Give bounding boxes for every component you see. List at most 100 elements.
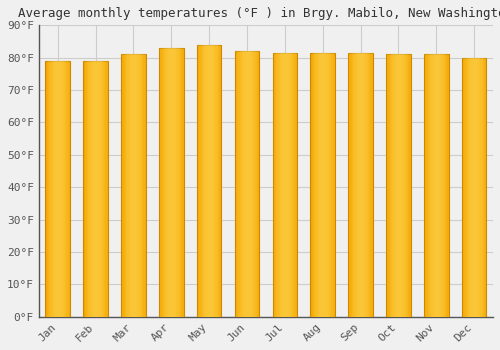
FancyBboxPatch shape: [482, 58, 484, 317]
FancyBboxPatch shape: [474, 58, 476, 317]
FancyBboxPatch shape: [216, 45, 218, 317]
Bar: [462, 58, 486, 317]
FancyBboxPatch shape: [138, 55, 140, 317]
Bar: [84, 61, 108, 317]
FancyBboxPatch shape: [144, 55, 146, 317]
FancyBboxPatch shape: [65, 61, 66, 317]
FancyBboxPatch shape: [236, 51, 237, 317]
FancyBboxPatch shape: [442, 55, 444, 317]
Bar: [159, 48, 184, 317]
FancyBboxPatch shape: [408, 55, 410, 317]
Title: Average monthly temperatures (°F ) in Brgy. Mabilo, New Washington: Average monthly temperatures (°F ) in Br…: [18, 7, 500, 20]
FancyBboxPatch shape: [198, 45, 200, 317]
FancyBboxPatch shape: [137, 55, 138, 317]
FancyBboxPatch shape: [182, 48, 184, 317]
FancyBboxPatch shape: [388, 55, 390, 317]
FancyBboxPatch shape: [86, 61, 87, 317]
FancyBboxPatch shape: [200, 45, 202, 317]
Bar: [348, 53, 373, 317]
FancyBboxPatch shape: [353, 53, 354, 317]
Bar: [46, 61, 70, 317]
FancyBboxPatch shape: [402, 55, 404, 317]
FancyBboxPatch shape: [87, 61, 88, 317]
FancyBboxPatch shape: [318, 53, 319, 317]
FancyBboxPatch shape: [252, 51, 253, 317]
FancyBboxPatch shape: [237, 51, 238, 317]
FancyBboxPatch shape: [104, 61, 106, 317]
Bar: [310, 53, 335, 317]
FancyBboxPatch shape: [142, 55, 144, 317]
Bar: [234, 51, 260, 317]
FancyBboxPatch shape: [425, 55, 426, 317]
FancyBboxPatch shape: [169, 48, 170, 317]
FancyBboxPatch shape: [278, 53, 280, 317]
FancyBboxPatch shape: [476, 58, 478, 317]
Bar: [197, 45, 222, 317]
FancyBboxPatch shape: [352, 53, 353, 317]
FancyBboxPatch shape: [180, 48, 181, 317]
FancyBboxPatch shape: [46, 61, 48, 317]
FancyBboxPatch shape: [204, 45, 206, 317]
FancyBboxPatch shape: [372, 53, 373, 317]
FancyBboxPatch shape: [94, 61, 96, 317]
FancyBboxPatch shape: [363, 53, 364, 317]
FancyBboxPatch shape: [131, 55, 132, 317]
FancyBboxPatch shape: [181, 48, 182, 317]
FancyBboxPatch shape: [100, 61, 102, 317]
FancyBboxPatch shape: [258, 51, 260, 317]
FancyBboxPatch shape: [282, 53, 284, 317]
FancyBboxPatch shape: [219, 45, 220, 317]
FancyBboxPatch shape: [288, 53, 290, 317]
FancyBboxPatch shape: [281, 53, 282, 317]
FancyBboxPatch shape: [354, 53, 356, 317]
FancyBboxPatch shape: [370, 53, 372, 317]
FancyBboxPatch shape: [441, 55, 442, 317]
FancyBboxPatch shape: [160, 48, 162, 317]
FancyBboxPatch shape: [329, 53, 330, 317]
FancyBboxPatch shape: [241, 51, 242, 317]
FancyBboxPatch shape: [128, 55, 130, 317]
FancyBboxPatch shape: [250, 51, 252, 317]
FancyBboxPatch shape: [320, 53, 322, 317]
FancyBboxPatch shape: [438, 55, 440, 317]
FancyBboxPatch shape: [360, 53, 362, 317]
FancyBboxPatch shape: [242, 51, 244, 317]
FancyBboxPatch shape: [358, 53, 360, 317]
FancyBboxPatch shape: [88, 61, 90, 317]
FancyBboxPatch shape: [257, 51, 258, 317]
FancyBboxPatch shape: [165, 48, 166, 317]
FancyBboxPatch shape: [280, 53, 281, 317]
FancyBboxPatch shape: [466, 58, 468, 317]
FancyBboxPatch shape: [69, 61, 70, 317]
FancyBboxPatch shape: [404, 55, 406, 317]
FancyBboxPatch shape: [254, 51, 256, 317]
FancyBboxPatch shape: [469, 58, 470, 317]
FancyBboxPatch shape: [92, 61, 93, 317]
FancyBboxPatch shape: [294, 53, 296, 317]
FancyBboxPatch shape: [432, 55, 434, 317]
FancyBboxPatch shape: [369, 53, 370, 317]
FancyBboxPatch shape: [356, 53, 357, 317]
FancyBboxPatch shape: [59, 61, 60, 317]
FancyBboxPatch shape: [98, 61, 100, 317]
FancyBboxPatch shape: [84, 61, 86, 317]
FancyBboxPatch shape: [435, 55, 436, 317]
FancyBboxPatch shape: [398, 55, 400, 317]
FancyBboxPatch shape: [406, 55, 407, 317]
FancyBboxPatch shape: [93, 61, 94, 317]
FancyBboxPatch shape: [332, 53, 334, 317]
FancyBboxPatch shape: [162, 48, 164, 317]
FancyBboxPatch shape: [170, 48, 172, 317]
FancyBboxPatch shape: [68, 61, 69, 317]
FancyBboxPatch shape: [103, 61, 104, 317]
FancyBboxPatch shape: [166, 48, 168, 317]
FancyBboxPatch shape: [248, 51, 250, 317]
FancyBboxPatch shape: [328, 53, 329, 317]
FancyBboxPatch shape: [60, 61, 62, 317]
FancyBboxPatch shape: [325, 53, 326, 317]
FancyBboxPatch shape: [141, 55, 142, 317]
FancyBboxPatch shape: [178, 48, 180, 317]
FancyBboxPatch shape: [478, 58, 479, 317]
FancyBboxPatch shape: [253, 51, 254, 317]
FancyBboxPatch shape: [464, 58, 466, 317]
